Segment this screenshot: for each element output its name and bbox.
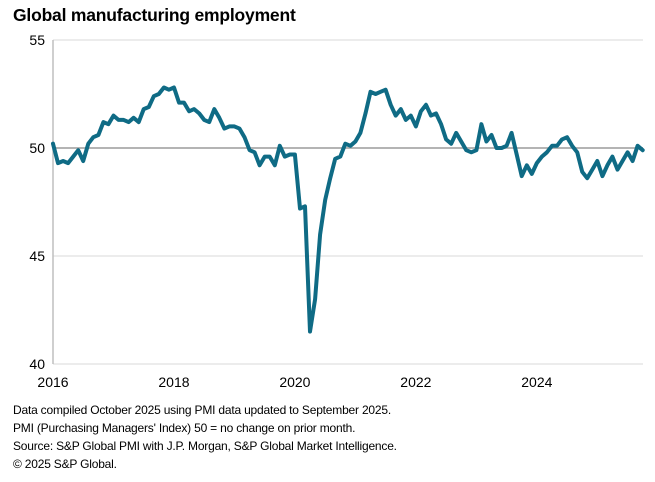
note-source: Source: S&P Global PMI with J.P. Morgan,… [13, 439, 397, 453]
series-line [51, 85, 645, 334]
x-tick-label: 2020 [279, 374, 310, 390]
x-tick-label: 2022 [400, 374, 431, 390]
note-copyright: © 2025 S&P Global. [13, 457, 117, 471]
note-data-compiled: Data compiled October 2025 using PMI dat… [13, 403, 391, 417]
y-axis-labels: 55 50 45 40 [29, 32, 45, 372]
x-tick-label: 2024 [521, 374, 552, 390]
x-tick-label: 2016 [37, 374, 68, 390]
y-tick-label: 45 [29, 248, 45, 264]
y-tick-label: 55 [29, 32, 45, 48]
y-tick-label: 40 [29, 356, 45, 372]
y-tick-label: 50 [29, 140, 45, 156]
note-pmi-definition: PMI (Purchasing Managers' Index) 50 = no… [13, 421, 356, 435]
gridlines [53, 39, 643, 365]
x-tick-label: 2018 [158, 374, 189, 390]
chart-notes: Data compiled October 2025 using PMI dat… [13, 401, 397, 473]
line-chart: 55 50 45 40 2016 2018 2020 2022 2024 [29, 32, 645, 390]
x-axis-labels: 2016 2018 2020 2022 2024 [37, 374, 552, 390]
chart-title: Global manufacturing employment [13, 5, 296, 25]
series-lines [51, 85, 645, 334]
